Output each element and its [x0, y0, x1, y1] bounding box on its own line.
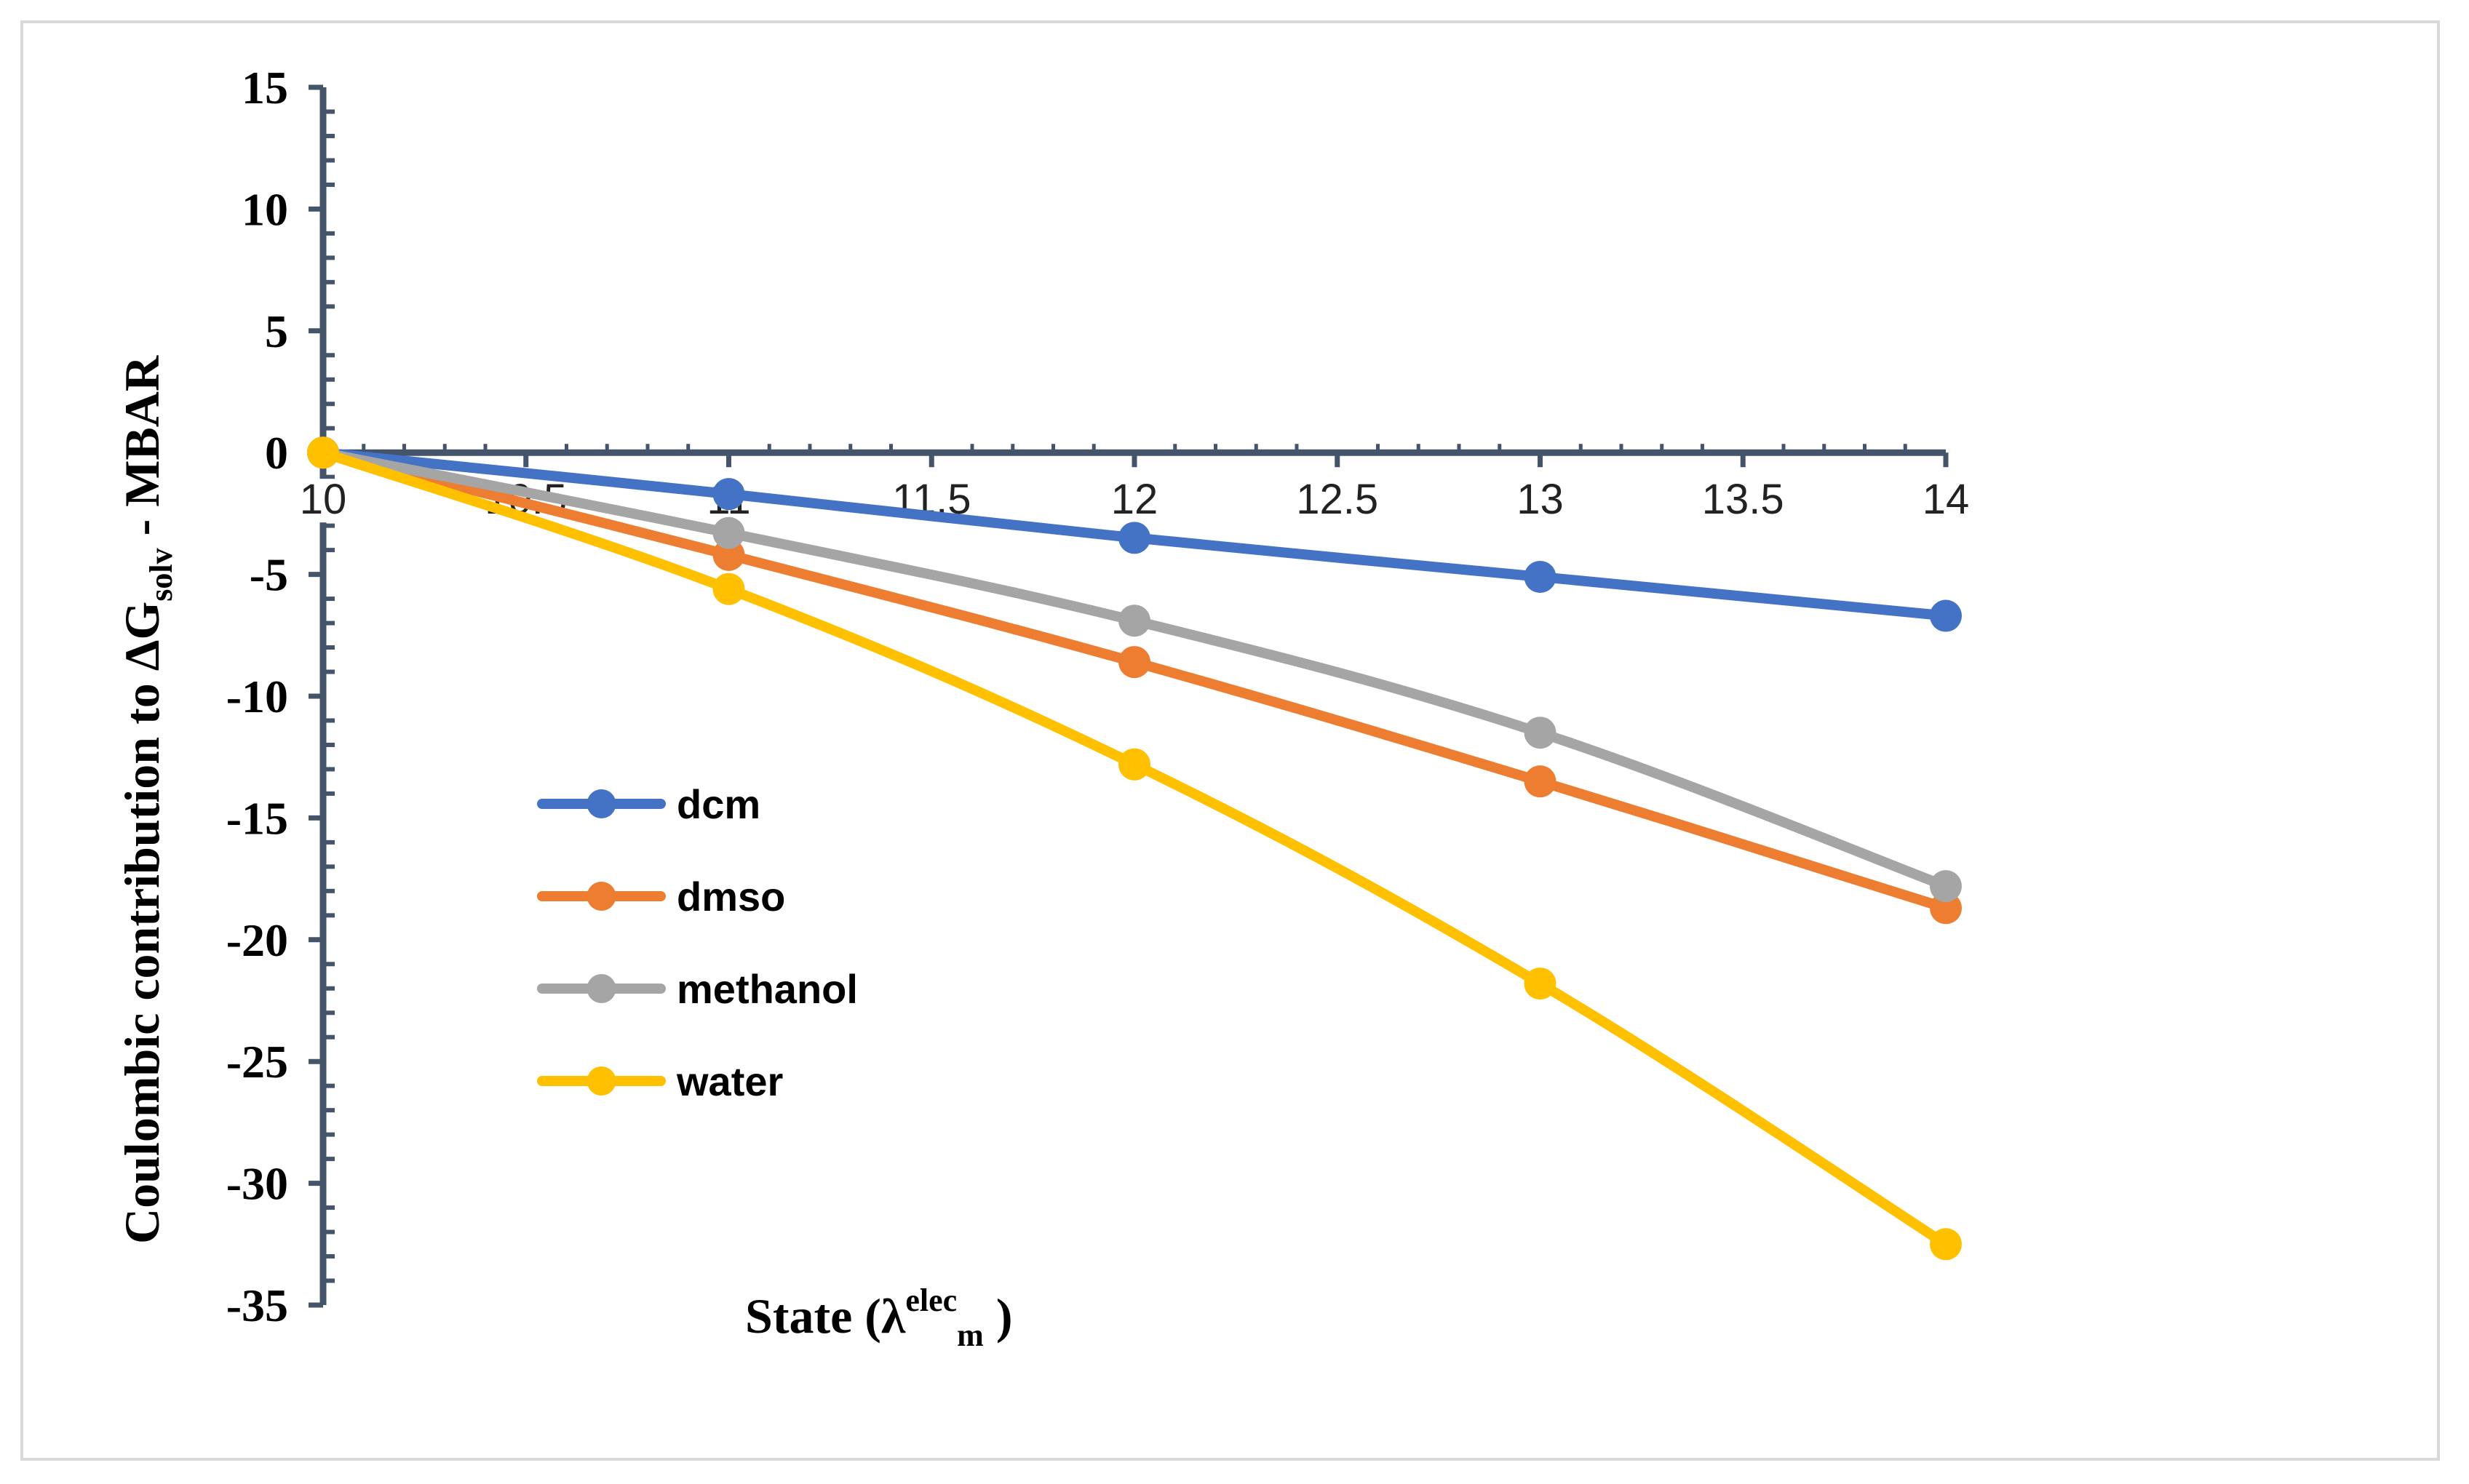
data-point-dmso	[1118, 646, 1150, 679]
legend: dcm dmso methanol water	[537, 781, 858, 1104]
data-point-methanol	[712, 516, 745, 549]
data-point-dmso	[1524, 765, 1556, 798]
data-point-water	[1524, 968, 1556, 1000]
data-point-dcm	[1524, 560, 1556, 593]
data-point-dcm	[1118, 522, 1150, 554]
x-tick-label-bg	[1917, 479, 1975, 523]
x-tick-label-bg	[1284, 479, 1390, 523]
y-tick-label: -20	[226, 914, 288, 966]
series-line-water	[318, 447, 1951, 1250]
x-tick-label: 10	[300, 476, 347, 523]
data-point-dmso	[712, 538, 745, 571]
y-tick-label: 5	[265, 306, 288, 357]
legend-marker-methanol	[587, 974, 616, 1003]
y-tick-label: -35	[226, 1280, 288, 1331]
data-point-water	[1930, 1228, 1962, 1261]
legend-label-dmso: dmso	[677, 874, 785, 919]
y-tick-label: 0	[265, 427, 288, 479]
series-points	[307, 436, 1962, 1261]
data-point-methanol	[1524, 717, 1556, 749]
y-tick-label: 10	[242, 183, 288, 235]
x-tick-label-bg	[1511, 479, 1570, 523]
y-axis-title: Coulombic contribution to ΔGsolv - MBAR	[114, 355, 179, 1244]
x-tick-label-bg	[1105, 479, 1164, 523]
y-tick-label: -15	[226, 792, 288, 844]
data-point-water	[1118, 748, 1150, 781]
legend-label-water: water	[676, 1058, 783, 1104]
x-tick-label: 13	[1516, 476, 1564, 523]
series-lines	[318, 447, 1951, 1250]
x-axis-title: State (λelecm )	[745, 1282, 1012, 1353]
x-tick-label: 14	[1923, 476, 1970, 523]
x-tick-label-bg	[294, 479, 352, 523]
x-tick-label: 13.5	[1702, 476, 1784, 523]
data-point-methanol	[1118, 605, 1150, 637]
data-point-water	[712, 573, 745, 605]
legend-marker-water	[587, 1066, 616, 1096]
axes: 151050-5-10-15-20-25-30-351010.51111.512…	[226, 62, 1975, 1331]
y-tick-label: -30	[226, 1158, 288, 1210]
data-point-methanol	[1930, 870, 1962, 903]
data-point-water	[307, 436, 339, 469]
data-point-dmso	[1930, 892, 1962, 925]
legend-label-methanol: methanol	[677, 966, 858, 1012]
y-tick-label: -25	[226, 1036, 288, 1088]
y-tick-label: -10	[226, 671, 288, 722]
x-tick-label-bg	[1690, 479, 1796, 523]
y-tick-label: 15	[242, 62, 288, 113]
legend-marker-dcm	[587, 789, 616, 818]
x-tick-label: 12	[1111, 476, 1158, 523]
legend-label-dcm: dcm	[677, 781, 760, 827]
legend-marker-dmso	[587, 882, 616, 911]
chart-frame	[20, 20, 2440, 1461]
y-tick-label: -5	[250, 549, 288, 601]
x-tick-label: 12.5	[1296, 476, 1378, 523]
data-point-dcm	[1930, 599, 1962, 632]
data-point-dcm	[712, 478, 745, 511]
